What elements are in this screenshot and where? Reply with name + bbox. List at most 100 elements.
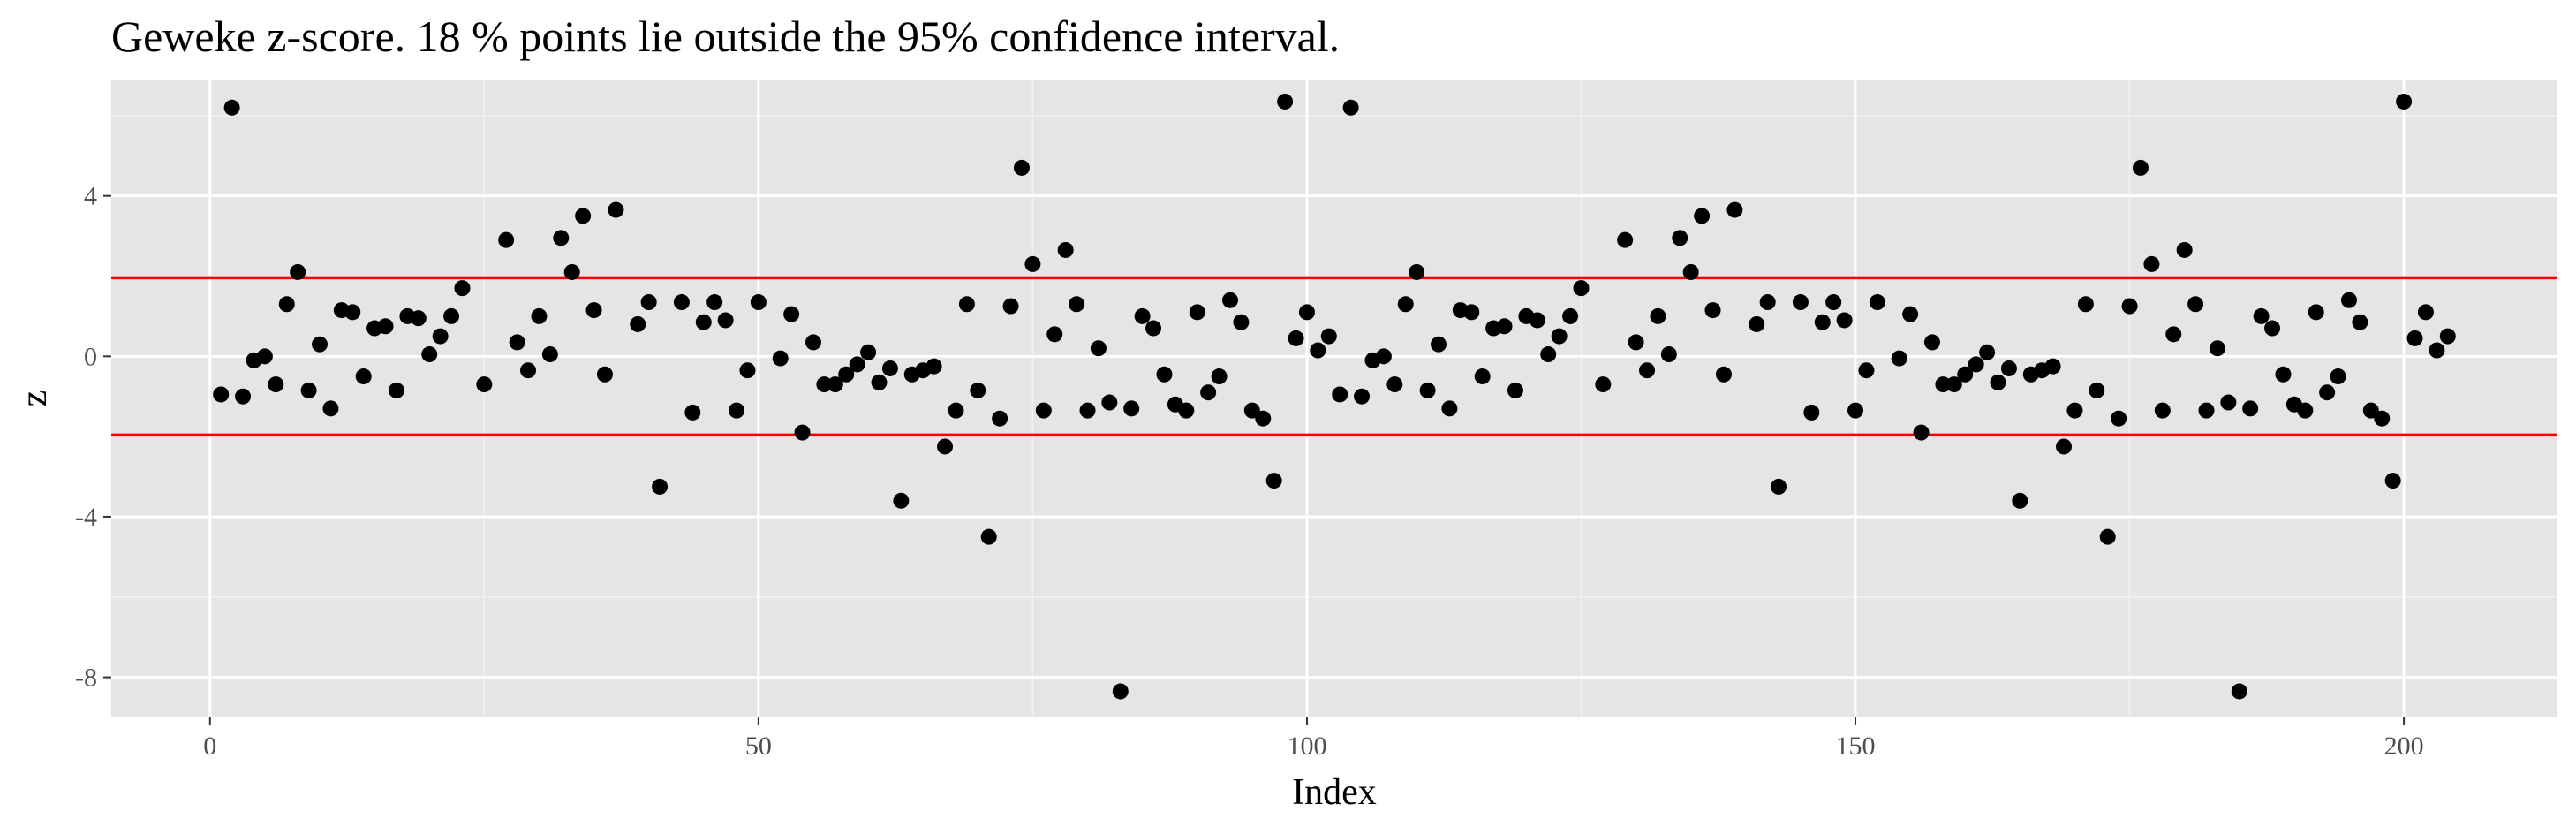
data-point xyxy=(970,382,986,398)
data-point xyxy=(706,294,723,311)
data-point xyxy=(717,312,734,329)
data-point xyxy=(2384,473,2401,489)
data-point xyxy=(410,310,427,327)
data-point xyxy=(1397,296,1414,313)
data-point xyxy=(1771,478,1787,495)
data-point xyxy=(2231,683,2247,700)
data-point xyxy=(1211,368,1228,385)
x-tick-label: 200 xyxy=(2384,732,2424,761)
data-point xyxy=(652,478,669,495)
data-point xyxy=(1310,342,1326,359)
data-point xyxy=(1277,93,1294,110)
data-point xyxy=(1639,362,1656,379)
data-point xyxy=(958,296,975,313)
data-point xyxy=(2264,320,2281,337)
data-point xyxy=(1726,201,1743,218)
data-point xyxy=(2319,384,2336,401)
data-point xyxy=(1221,292,1238,308)
data-point xyxy=(838,366,855,383)
data-point xyxy=(1002,298,1019,315)
data-point xyxy=(1902,306,1919,322)
data-point xyxy=(1463,304,1480,321)
data-point xyxy=(1419,382,1436,398)
data-point xyxy=(268,376,284,393)
data-point xyxy=(476,376,493,393)
data-point xyxy=(860,344,877,360)
data-point xyxy=(1672,230,1688,246)
data-point xyxy=(1562,307,1579,324)
data-point xyxy=(1332,386,1348,403)
data-point xyxy=(2066,402,2083,419)
data-point xyxy=(992,410,1008,427)
data-point xyxy=(1836,312,1853,329)
data-point xyxy=(1123,400,1140,417)
chart-title: Geweke z-score. 18 % points lie outside … xyxy=(111,11,1340,61)
points-layer xyxy=(213,93,2456,700)
data-point xyxy=(1682,263,1699,280)
data-point xyxy=(948,402,964,419)
data-point xyxy=(1551,328,1568,345)
x-tick-label: 150 xyxy=(1836,732,1876,761)
y-tick-label: 4 xyxy=(84,182,97,211)
data-point xyxy=(1595,376,1612,393)
data-point xyxy=(2396,93,2413,110)
data-point xyxy=(630,315,646,332)
data-point xyxy=(684,404,701,421)
data-point xyxy=(256,348,273,365)
data-point xyxy=(1628,334,1644,351)
data-point xyxy=(1650,307,1666,324)
data-point xyxy=(1704,302,1721,319)
data-point xyxy=(312,336,329,353)
data-point xyxy=(2198,402,2215,419)
data-point xyxy=(1101,394,1118,411)
data-point xyxy=(2132,159,2149,176)
data-point xyxy=(1957,366,1974,383)
data-point xyxy=(1200,384,1217,401)
data-point xyxy=(1913,424,1930,441)
data-point xyxy=(388,382,404,398)
data-point xyxy=(1803,404,1820,421)
data-point xyxy=(563,263,580,280)
data-point xyxy=(1233,314,1250,330)
data-point xyxy=(421,346,438,363)
x-tick-label: 100 xyxy=(1287,732,1326,761)
data-point xyxy=(509,334,525,351)
data-point xyxy=(1474,368,1491,385)
data-point xyxy=(2209,340,2225,357)
data-point xyxy=(608,201,624,218)
data-point xyxy=(322,400,339,417)
data-point xyxy=(1573,280,1590,297)
data-point xyxy=(1057,241,1074,258)
y-tick-label: 0 xyxy=(84,342,97,371)
data-point xyxy=(1298,304,1315,321)
data-point xyxy=(2089,382,2105,398)
data-point xyxy=(575,208,592,224)
data-point xyxy=(1255,410,1272,427)
data-point xyxy=(1265,473,1282,489)
data-point xyxy=(377,318,394,335)
data-point xyxy=(893,492,910,509)
data-point xyxy=(1825,294,1842,311)
data-point xyxy=(1869,294,1885,311)
data-point xyxy=(596,366,613,383)
data-point xyxy=(1046,326,1063,343)
x-axis-label: Index xyxy=(1292,772,1377,813)
data-point xyxy=(1990,374,2006,390)
data-point xyxy=(871,374,888,390)
data-point xyxy=(1386,376,1403,393)
data-point xyxy=(2374,410,2391,427)
data-point xyxy=(750,294,767,311)
data-point xyxy=(1694,208,1711,224)
data-point xyxy=(640,294,657,311)
data-point xyxy=(980,528,997,545)
data-point xyxy=(1759,294,1776,311)
y-axis-ticks: -8 -4 0 4 xyxy=(75,182,111,693)
data-point xyxy=(2340,292,2357,308)
data-point xyxy=(2275,366,2292,383)
data-point xyxy=(1968,356,1984,373)
data-point xyxy=(1189,304,1205,321)
data-point xyxy=(1792,294,1809,311)
x-axis-ticks: 0 50 100 150 200 xyxy=(203,717,2424,761)
data-point xyxy=(2121,298,2138,315)
data-point xyxy=(729,402,745,419)
